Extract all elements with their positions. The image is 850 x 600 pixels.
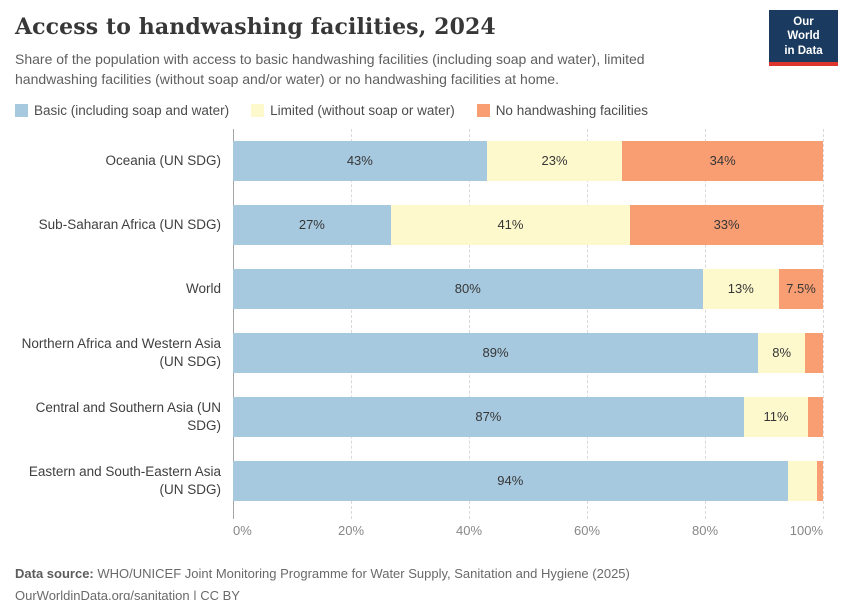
bar-segment-basic: 43% (233, 140, 487, 181)
x-tick-60: 60% (573, 522, 601, 538)
row-label: Oceania (UN SDG) (105, 152, 221, 168)
bar-segment-limited (787, 460, 818, 501)
row-label: Sub-Saharan Africa (UN SDG) (38, 216, 221, 232)
x-tick-0: 0% (233, 522, 252, 538)
gridline-60 (587, 128, 588, 519)
bar-value-label: 43% (346, 153, 373, 169)
x-tick-20: 20% (337, 522, 365, 538)
bar-segment-limited: 8% (758, 332, 806, 373)
x-tick-40: 40% (455, 522, 483, 538)
legend-swatch-basic-icon (15, 104, 28, 118)
owid-logo-line2: in Data (784, 44, 823, 57)
chart-plot: Oceania (UN SDG) 43% 23% 34% Sub-Saharan… (15, 128, 835, 545)
bar-track: 94% (233, 460, 823, 501)
gridline-80 (705, 128, 706, 519)
bar-value-label: 41% (497, 217, 524, 233)
bar-segment-limited: 23% (486, 140, 623, 181)
legend-item-none: No handwashing facilities (476, 103, 649, 119)
bar-segment-none (817, 460, 823, 501)
bar-row-sub-saharan-africa: Sub-Saharan Africa (UN SDG) 27% 41% 33% (15, 193, 835, 257)
bar-segment-basic: 27% (233, 204, 391, 245)
bar-segment-none: 33% (630, 204, 823, 245)
bar-segment-limited: 41% (390, 204, 631, 245)
bar-segment-basic: 94% (233, 460, 788, 501)
bar-segment-none (805, 332, 823, 373)
bar-row-central-southern-asia: Central and Southern Asia (UN SDG) 87% 1… (15, 385, 835, 449)
bar-value-label: 13% (727, 281, 754, 297)
bar-value-label: 23% (541, 153, 568, 169)
bar-segment-none: 7.5% (778, 268, 823, 309)
bar-value-label: 11% (763, 409, 789, 425)
bar-value-label: 7.5% (786, 281, 816, 297)
bar-row-oceania: Oceania (UN SDG) 43% 23% 34% (15, 129, 835, 193)
bar-segment-none (808, 396, 823, 437)
bar-value-label: 89% (482, 345, 509, 361)
bar-track: 43% 23% 34% (233, 140, 823, 181)
gridline-40 (469, 128, 470, 519)
bar-value-label: 87% (475, 409, 502, 425)
bar-value-label: 80% (454, 281, 481, 297)
bar-segment-limited: 13% (702, 268, 779, 309)
row-label: Central and Southern Asia (UN SDG) (35, 400, 221, 433)
x-tick-100: 100% (789, 522, 823, 538)
legend: Basic (including soap and water) Limited… (15, 103, 835, 119)
grid-overlay (233, 128, 824, 519)
bar-row-eastern-south-eastern-asia: Eastern and South-Eastern Asia (UN SDG) … (15, 449, 835, 513)
bar-track: 89% 8% (233, 332, 823, 373)
data-source-line: Data source: WHO/UNICEF Joint Monitoring… (15, 563, 835, 585)
data-source-label: Data source: (15, 565, 94, 581)
data-source-text: WHO/UNICEF Joint Monitoring Programme fo… (93, 565, 630, 581)
gridline-100 (823, 128, 824, 519)
row-label: World (185, 280, 221, 296)
bar-segment-basic: 87% (233, 396, 744, 437)
gridline-20 (351, 128, 352, 519)
row-label: Northern Africa and Western Asia (UN SDG… (21, 336, 221, 369)
bar-track: 80% 13% 7.5% (233, 268, 823, 309)
chart-footer: Data source: WHO/UNICEF Joint Monitoring… (15, 563, 835, 600)
x-axis: 0% 20% 40% 60% 80% 100% (233, 519, 823, 545)
bar-row-world: World 80% 13% 7.5% (15, 257, 835, 321)
legend-swatch-limited-icon (251, 104, 265, 118)
bar-value-label: 33% (713, 217, 740, 233)
owid-logo: Our World in Data (769, 10, 838, 67)
legend-label-basic: Basic (including soap and water) (34, 103, 230, 119)
bar-track: 87% 11% (233, 396, 823, 437)
page-title: Access to handwashing facilities, 2024 (15, 14, 496, 40)
bar-segment-limited: 11% (743, 396, 809, 437)
legend-label-limited: Limited (without soap or water) (270, 103, 455, 119)
bar-track: 27% 41% 33% (233, 204, 823, 245)
bar-row-northern-africa-western-asia: Northern Africa and Western Asia (UN SDG… (15, 321, 835, 385)
legend-swatch-none-icon (476, 104, 490, 118)
owid-logo-line1: Our World (787, 16, 820, 43)
bar-segment-none: 34% (622, 140, 823, 181)
legend-item-basic: Basic (including soap and water) (15, 103, 229, 118)
bar-segment-basic: 89% (233, 332, 759, 373)
bar-value-label: 27% (298, 217, 325, 233)
chart-subtitle: Share of the population with access to b… (15, 51, 645, 88)
x-tick-80: 80% (691, 522, 719, 538)
bar-value-label: 34% (709, 153, 736, 169)
bar-value-label: 94% (497, 473, 524, 489)
row-label: Eastern and South-Eastern Asia (UN SDG) (28, 464, 221, 497)
y-axis-line (233, 128, 234, 519)
legend-item-limited: Limited (without soap or water) (251, 103, 455, 118)
citation-line: OurWorldinData.org/sanitation | CC BY (15, 587, 240, 600)
bar-rows: Oceania (UN SDG) 43% 23% 34% Sub-Saharan… (15, 129, 835, 513)
legend-label-none: No handwashing facilities (495, 103, 649, 119)
bar-value-label: 8% (772, 345, 792, 361)
bar-segment-basic: 80% (233, 268, 703, 309)
